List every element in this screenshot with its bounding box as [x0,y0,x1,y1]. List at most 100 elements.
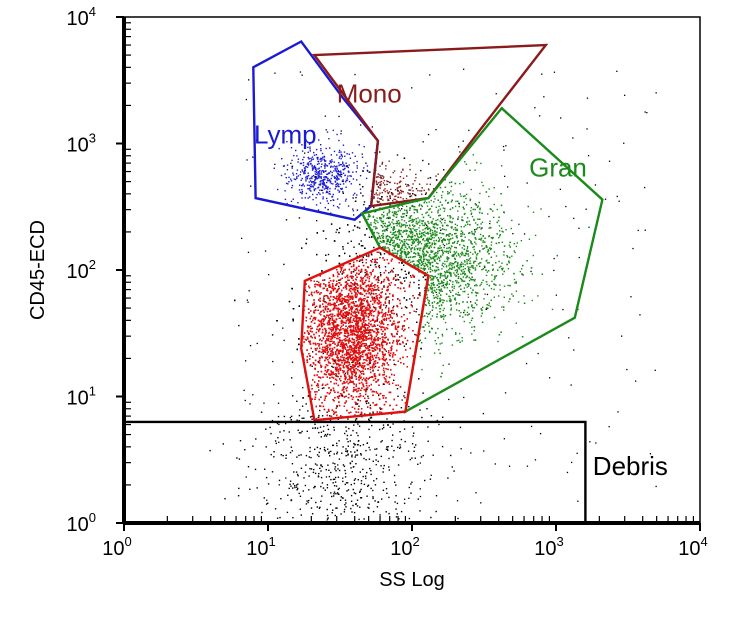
event-dot [485,281,488,283]
event-dot [315,204,318,206]
event-dot [450,304,452,306]
event-dot [283,263,285,266]
event-dot [429,331,431,334]
event-dot [447,193,449,195]
event-dot [452,263,454,265]
event-dot [408,251,411,254]
event-dot [522,264,524,267]
event-dot [446,328,448,331]
event-dot [420,234,423,237]
event-dot [362,195,364,197]
event-dot [313,154,316,156]
event-dot [401,256,403,258]
event-dot [418,241,420,244]
event-dot [382,220,384,222]
event-dot [335,184,337,186]
event-dot [439,297,441,300]
event-dot [461,240,463,242]
event-dot [502,267,504,270]
event-dot [475,228,477,231]
event-dot [448,235,450,237]
event-dot [405,307,408,309]
event-dot [421,232,423,235]
event-dot [286,141,288,143]
event-dot [337,189,339,191]
event-dot [381,161,384,164]
event-dot [332,129,334,132]
event-dot [398,245,400,247]
event-dot [421,263,424,266]
event-dot [451,199,453,201]
event-dot [403,229,405,232]
event-dot [468,258,471,260]
event-dot [483,265,486,267]
event-dot [455,229,457,231]
event-dot [359,188,362,190]
event-dot [386,217,388,219]
event-dot [401,245,403,247]
event-dot [469,240,472,242]
event-dot [514,282,516,284]
event-dot [415,220,418,222]
event-dot [433,301,436,303]
event-dot [397,187,399,189]
event-dot [450,291,452,293]
event-dot [340,173,342,175]
event-dot [315,197,317,199]
event-dot [404,251,406,253]
event-dot [473,245,475,248]
event-dot [423,269,426,271]
event-dot [382,246,384,248]
event-dot [444,321,447,324]
event-dot [308,143,311,145]
event-dot [338,149,341,152]
event-dot [448,192,451,194]
event-dot [388,236,390,238]
event-dot [437,262,439,265]
event-dot [471,326,473,328]
event-dot [354,200,357,202]
event-dot [331,171,333,174]
event-dot [419,356,422,358]
event-dot [398,193,401,195]
event-dot [377,186,379,188]
event-dot [432,265,434,267]
event-dot [305,180,307,182]
event-dot [415,253,417,255]
event-dot [427,261,429,263]
event-dot [410,237,413,239]
event-dot [437,237,440,239]
event-dot [454,269,456,272]
event-dot [437,224,439,226]
event-dot [490,247,492,250]
event-dot [412,242,414,245]
event-dot [448,240,450,242]
event-dot [460,226,462,228]
event-dot [486,251,489,253]
event-dot [398,186,400,188]
event-dot [450,200,453,203]
event-dot [380,274,382,276]
event-dot [336,172,339,175]
event-dot [301,188,303,191]
event-dot [468,313,470,315]
event-dot [459,294,461,296]
event-dot [501,268,503,270]
event-dot [483,288,485,290]
event-dot [472,208,474,211]
event-dot [313,135,315,137]
event-dot [479,238,481,240]
event-dot [386,229,388,232]
event-dot [360,303,363,305]
event-dot [339,155,341,158]
event-dot [403,220,406,222]
event-dot [336,171,338,173]
event-dot [401,216,403,218]
event-dot [373,307,376,309]
event-dot [471,317,474,319]
event-dot [304,169,306,172]
event-dot [404,224,407,227]
event-dot [424,337,427,339]
event-dot [467,266,469,268]
event-dot [315,182,317,184]
